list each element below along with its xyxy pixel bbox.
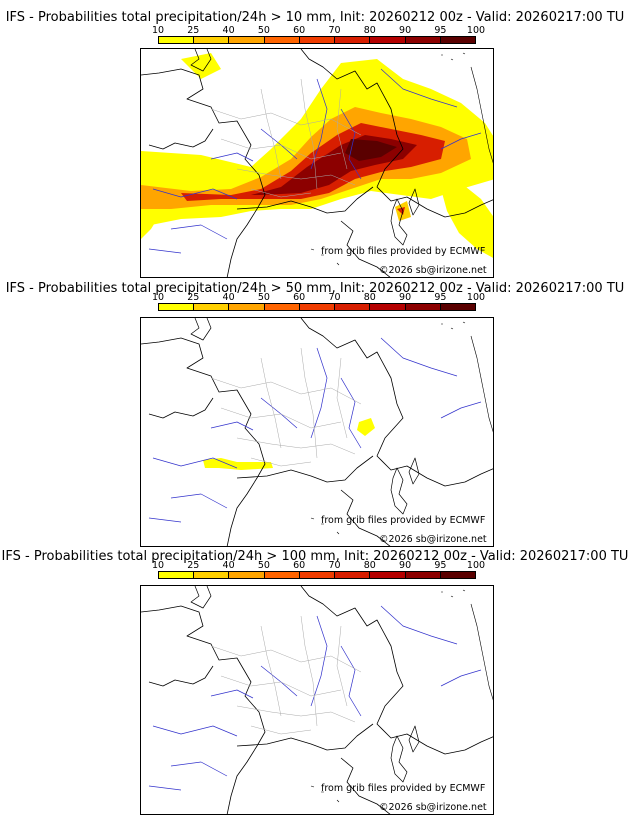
precip-map: from grib files provided by ECMWF ©2026 …	[140, 317, 494, 547]
map-graphic	[141, 49, 493, 277]
legend-tick: 50	[257, 292, 270, 303]
legend-tick: 95	[434, 292, 447, 303]
legend-tick: 40	[222, 560, 235, 571]
legend-tick: 80	[363, 25, 376, 36]
legend-tick: 100	[466, 292, 486, 303]
credit-copyright: ©2026 sb@irizone.net	[379, 802, 487, 813]
credit-source: from grib files provided by ECMWF	[321, 515, 486, 526]
legend-tick: 60	[293, 292, 306, 303]
panel-title: IFS - Probabilities total precipitation/…	[5, 281, 625, 296]
legend-tick: 10	[151, 25, 165, 36]
legend-tick: 90	[399, 25, 412, 36]
map-graphic	[141, 318, 493, 546]
panel-title: IFS - Probabilities total precipitation/…	[1, 549, 629, 564]
legend-tick: 95	[434, 25, 447, 36]
legend-tick: 25	[187, 560, 200, 571]
credit-copyright: ©2026 sb@irizone.net	[379, 265, 487, 276]
legend-tick: 10	[151, 560, 165, 571]
legend-tick: 60	[293, 560, 306, 571]
panel-title: IFS - Probabilities total precipitation/…	[5, 10, 625, 25]
color-legend: 10 25 40 50 60 70 80 90 95 100	[152, 25, 485, 44]
legend-tick: 80	[363, 292, 376, 303]
map-graphic	[141, 586, 493, 814]
legend-bar	[158, 571, 476, 579]
credit-source: from grib files provided by ECMWF	[321, 783, 486, 794]
legend-ticks: 10 25 40 50 60 70 80 90 95 100	[152, 25, 485, 36]
legend-tick: 100	[466, 25, 486, 36]
credit-source: from grib files provided by ECMWF	[321, 246, 486, 257]
legend-tick: 25	[187, 292, 200, 303]
legend-tick: 50	[257, 25, 270, 36]
legend-tick: 40	[222, 25, 235, 36]
legend-tick: 40	[222, 292, 235, 303]
legend-ticks: 10 25 40 50 60 70 80 90 95 100	[152, 292, 485, 303]
color-legend: 10 25 40 50 60 70 80 90 95 100	[152, 292, 485, 311]
legend-tick: 90	[399, 292, 412, 303]
legend-bar	[158, 36, 476, 44]
legend-tick: 25	[187, 25, 200, 36]
legend-tick: 10	[151, 292, 165, 303]
legend-tick: 100	[466, 560, 486, 571]
legend-tick: 95	[434, 560, 447, 571]
legend-ticks: 10 25 40 50 60 70 80 90 95 100	[152, 560, 485, 571]
legend-tick: 80	[363, 560, 376, 571]
legend-tick: 60	[293, 25, 306, 36]
precip-shading	[141, 53, 493, 258]
legend-tick: 70	[328, 560, 341, 571]
legend-tick: 90	[399, 560, 412, 571]
legend-bar	[158, 303, 476, 311]
credit-copyright: ©2026 sb@irizone.net	[379, 534, 487, 545]
precip-map: from grib files provided by ECMWF ©2026 …	[140, 48, 494, 278]
legend-tick: 70	[328, 292, 341, 303]
legend-tick: 50	[257, 560, 270, 571]
legend-tick: 70	[328, 25, 341, 36]
precip-map: from grib files provided by ECMWF ©2026 …	[140, 585, 494, 815]
color-legend: 10 25 40 50 60 70 80 90 95 100	[152, 560, 485, 579]
